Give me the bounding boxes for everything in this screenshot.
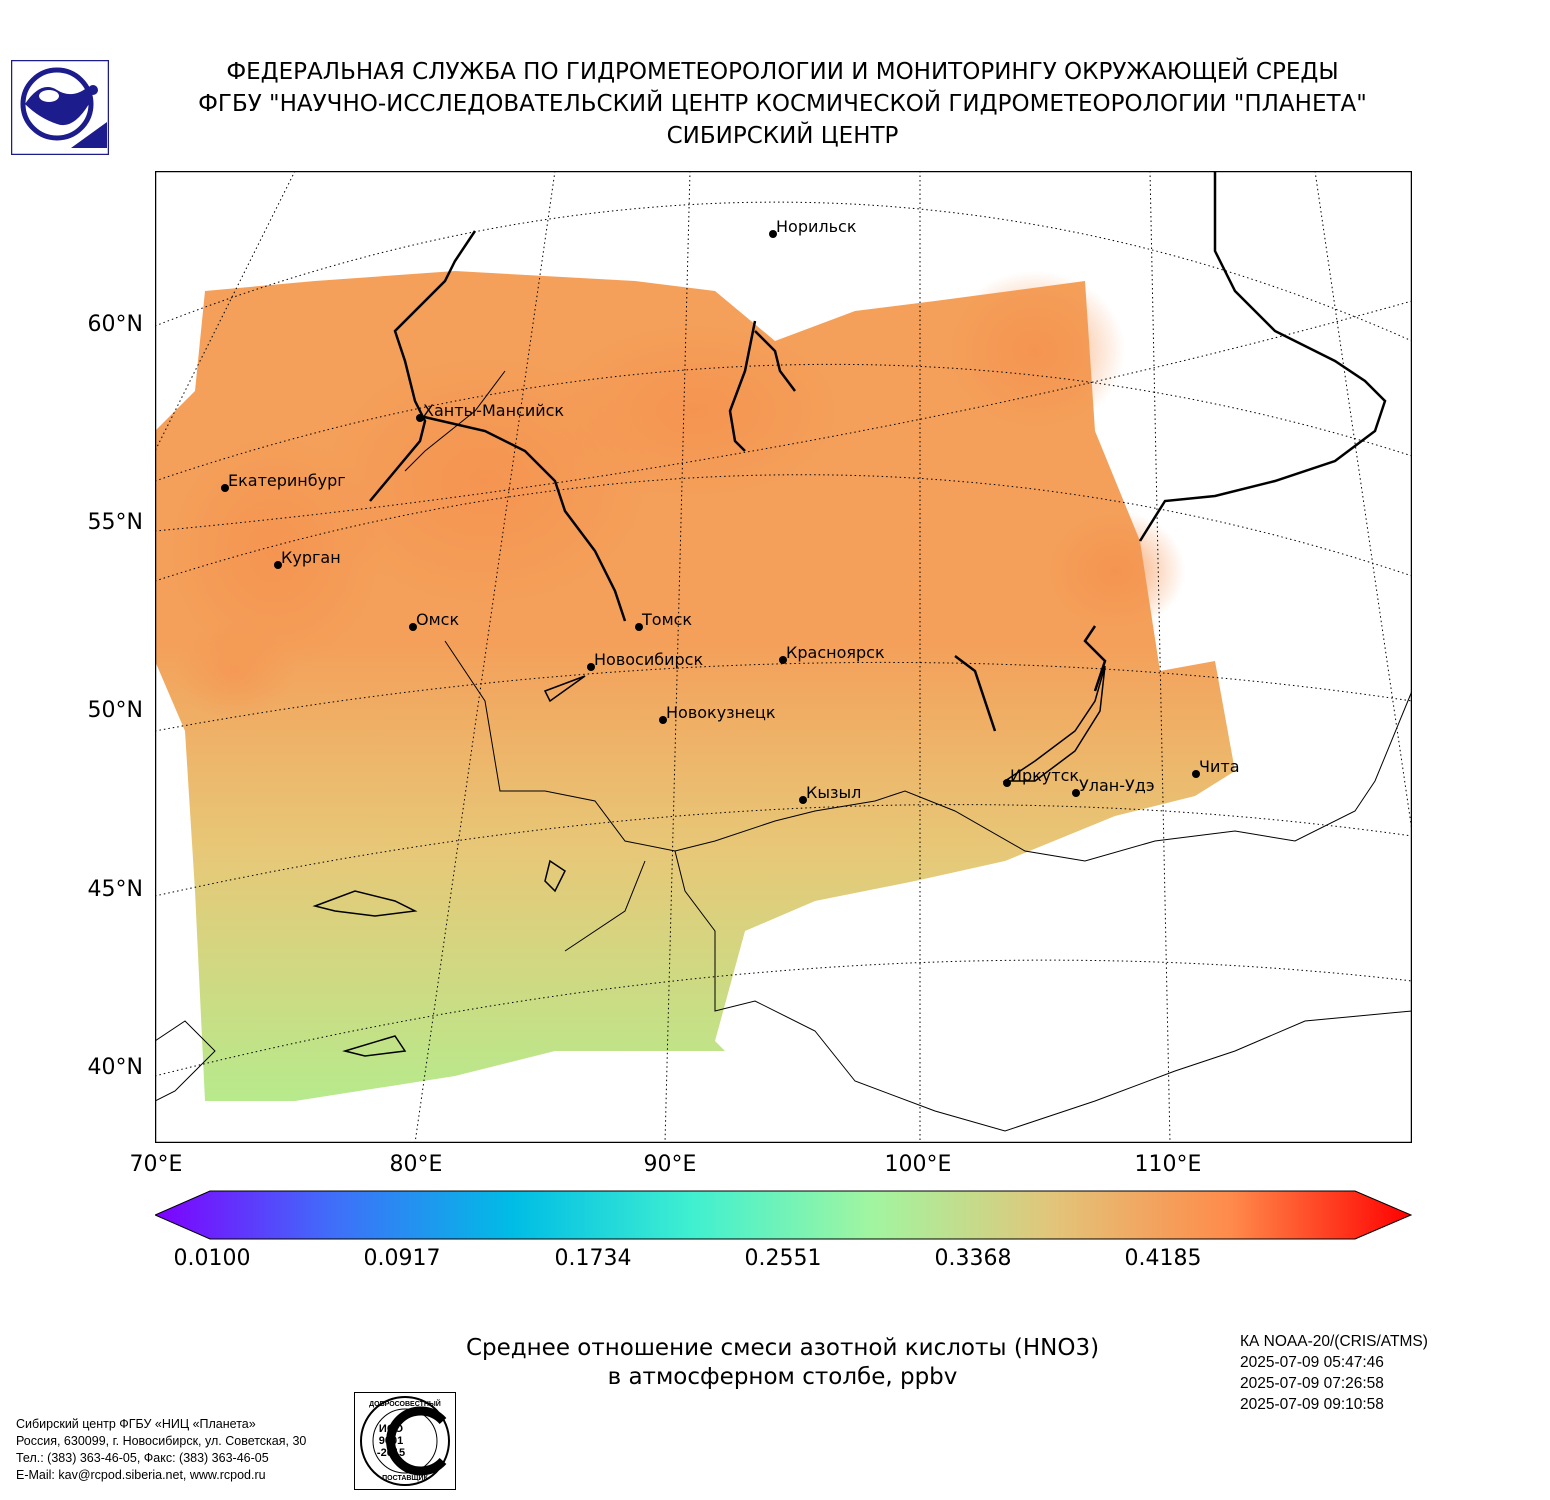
city-label: Екатеринбург <box>228 471 346 490</box>
footer-line-3: Тел.: (383) 363-46-05, Факс: (383) 363-4… <box>16 1451 269 1465</box>
city-marker <box>799 796 807 804</box>
city-marker <box>221 484 229 492</box>
city-label: Кызыл <box>806 783 861 802</box>
colorbar-tick-5: 0.4185 <box>1124 1246 1202 1271</box>
footer-line-4: E-Mail: kav@rcpod.siberia.net, www.rcpod… <box>16 1468 266 1482</box>
city-label: Чита <box>1199 757 1240 776</box>
city-marker <box>659 716 667 724</box>
city-label: Норильск <box>776 217 857 236</box>
satellite-time-2: 2025-07-09 07:26:58 <box>1240 1375 1384 1392</box>
iso-badge-top: ДОБРОСОВЕСТНЫЙ <box>369 1401 441 1408</box>
city-marker <box>779 656 787 664</box>
header-line-1: ФЕДЕРАЛЬНАЯ СЛУЖБА ПО ГИДРОМЕТЕОРОЛОГИИ … <box>226 59 1339 85</box>
satellite-time-1: 2025-07-09 05:47:46 <box>1240 1354 1384 1371</box>
caption-line-2: в атмосферном столбе, ppbv <box>607 1364 958 1390</box>
city-label: Новокузнецк <box>666 703 776 722</box>
satellite-name: КА NOAA-20/(CRIS/ATMS) <box>1240 1333 1428 1350</box>
map-canvas: Норильск Ханты-Мансийск Екатеринбург Курган… <box>155 171 1412 1143</box>
city-marker <box>409 623 417 631</box>
footer-line-2: Россия, 630099, г. Новосибирск, ул. Сове… <box>16 1434 307 1448</box>
lat-label-45: 45°N <box>87 877 143 902</box>
rivers <box>369 171 1387 732</box>
lon-label-100: 100°E <box>884 1152 952 1177</box>
city-marker <box>1072 789 1080 797</box>
city-marker <box>416 414 424 422</box>
data-field <box>155 271 1235 1101</box>
city-label: Улан-Удэ <box>1079 776 1155 795</box>
iso-badge-iso: ИСО <box>378 1423 404 1435</box>
cities: Норильск Ханты-Мансийск Екатеринбург Курган… <box>221 217 1240 804</box>
colorbar <box>155 1190 1412 1240</box>
lon-label-70: 70°E <box>129 1152 183 1177</box>
city-marker <box>587 663 595 671</box>
satellite-time-3: 2025-07-09 09:10:58 <box>1240 1396 1384 1413</box>
city-label: Томск <box>641 610 692 629</box>
city-marker <box>1003 779 1011 787</box>
map-frame <box>155 171 1412 1143</box>
city-label: Курган <box>281 548 341 567</box>
lon-label-90: 90°E <box>643 1152 697 1177</box>
iso-badge-2015: -2015 <box>376 1447 406 1459</box>
lat-label-50: 50°N <box>87 698 143 723</box>
city-marker <box>274 561 282 569</box>
header-line-2: ФГБУ "НАУЧНО-ИССЛЕДОВАТЕЛЬСКИЙ ЦЕНТР КОС… <box>198 91 1367 117</box>
city-label: Красноярск <box>786 643 885 662</box>
city-marker <box>769 230 777 238</box>
city-label: Иркутск <box>1010 766 1079 785</box>
graticule <box>155 171 1412 1143</box>
city-marker <box>635 623 643 631</box>
lat-label-40: 40°N <box>87 1055 143 1080</box>
lat-label-60: 60°N <box>87 312 143 337</box>
city-label: Омск <box>416 610 459 629</box>
colorbar-tick-0: 0.0100 <box>173 1246 251 1271</box>
header-line-3: СИБИРСКИЙ ЦЕНТР <box>666 123 899 149</box>
city-marker <box>1192 770 1200 778</box>
iso-badge-bottom: ПОСТАВЩИК <box>382 1475 428 1482</box>
footer-line-1: Сибирский центр ФГБУ «НИЦ «Планета» <box>16 1417 256 1431</box>
lakes <box>312 665 1106 1057</box>
lat-label-55: 55°N <box>87 510 143 535</box>
colorbar-tick-2: 0.1734 <box>554 1246 632 1271</box>
lon-label-110: 110°E <box>1134 1152 1202 1177</box>
iso-badge: ДОБРОСОВЕСТНЫЙ ИСО 9001 -2015 ПОСТАВЩИК <box>354 1392 456 1490</box>
borders <box>155 370 1412 1132</box>
city-label: Новосибирск <box>594 650 703 669</box>
colorbar-tick-4: 0.3368 <box>934 1246 1012 1271</box>
lon-label-80: 80°E <box>389 1152 443 1177</box>
city-label: Ханты-Мансийск <box>423 401 564 420</box>
colorbar-tick-3: 0.2551 <box>744 1246 822 1271</box>
caption-line-1: Среднее отношение смеси азотной кислоты … <box>465 1335 1100 1361</box>
planeta-logo <box>10 59 110 156</box>
colorbar-tick-1: 0.0917 <box>363 1246 441 1271</box>
iso-badge-9001: 9001 <box>378 1435 404 1447</box>
